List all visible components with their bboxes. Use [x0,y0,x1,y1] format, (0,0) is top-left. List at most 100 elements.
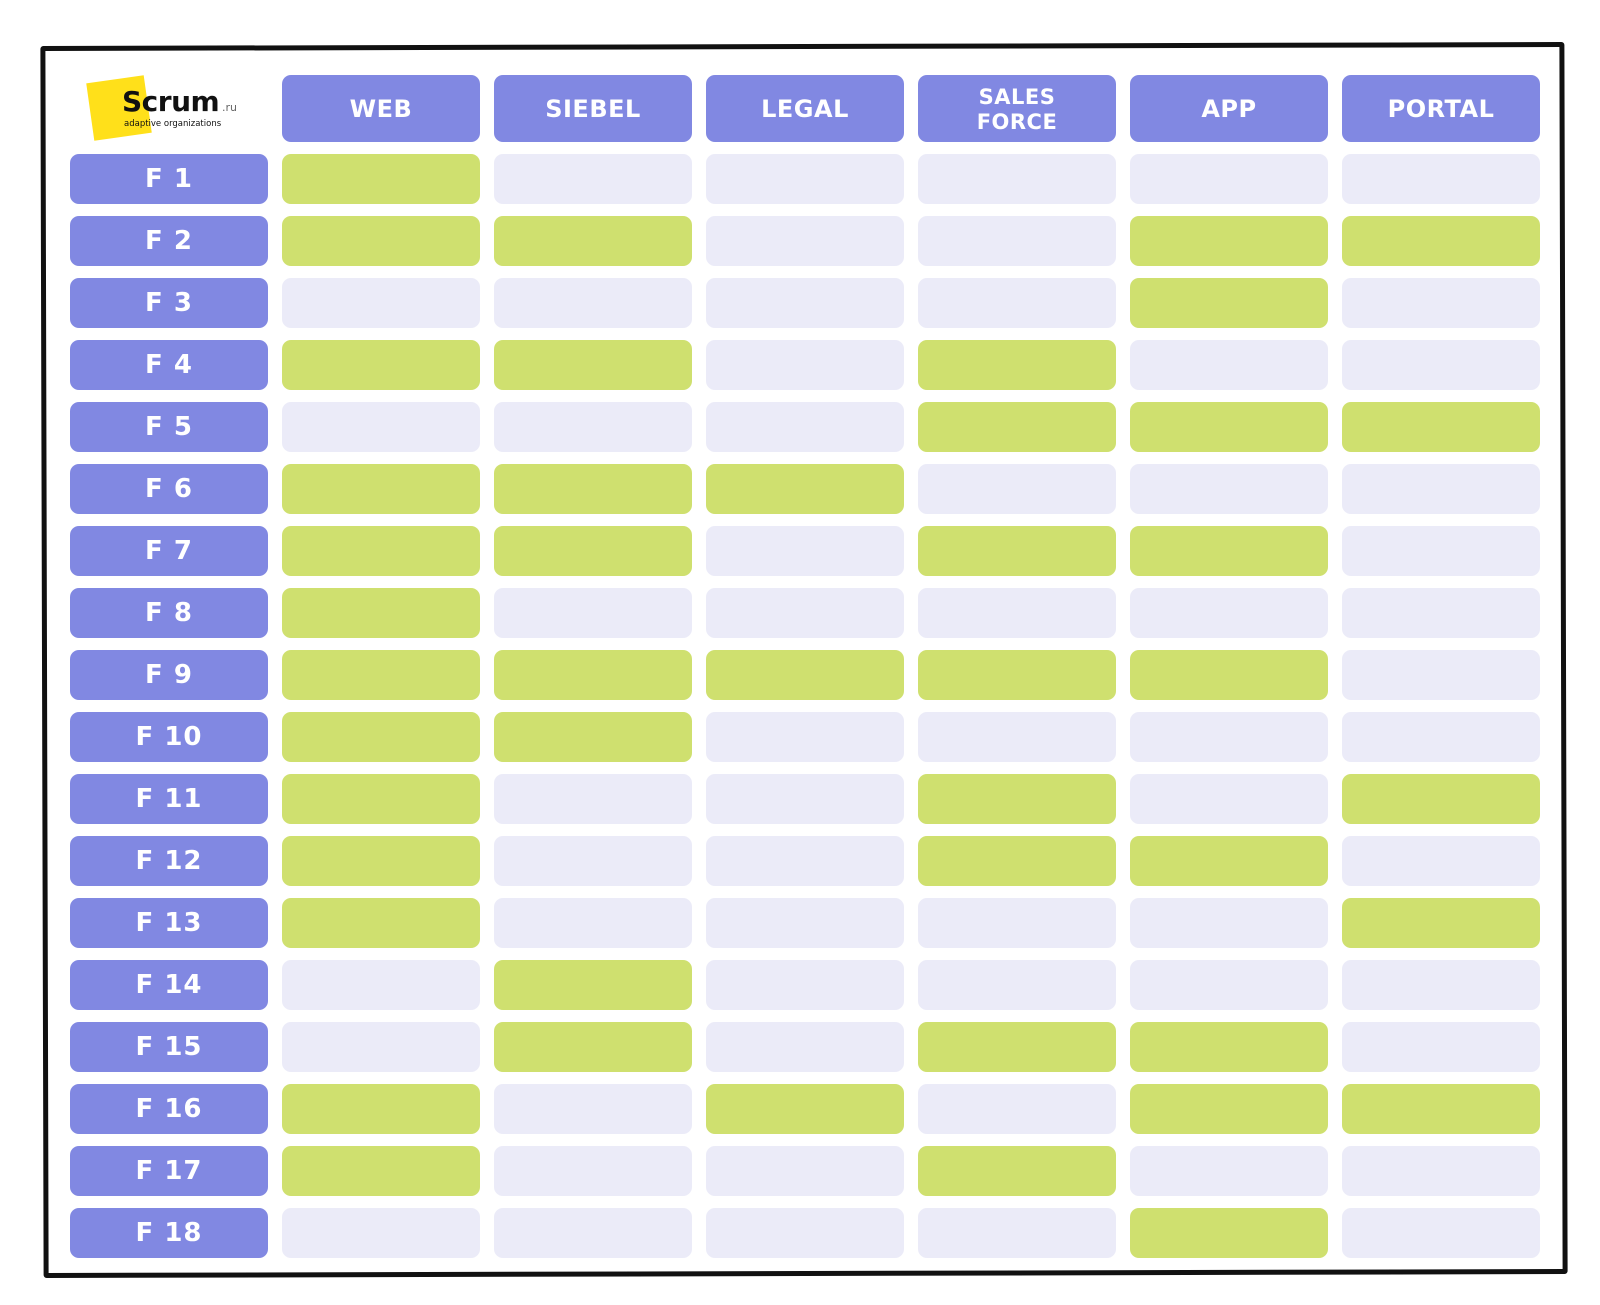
row-label: F 16 [70,1084,268,1134]
column-header: SIEBEL [494,75,692,142]
matrix-cell-empty [494,278,692,328]
matrix-cell-active [1342,774,1540,824]
matrix-cell-empty [282,1208,480,1258]
row-label: F 4 [70,340,268,390]
matrix-cell-empty [918,898,1116,948]
matrix-cell-empty [918,960,1116,1010]
matrix-cell-empty [282,1022,480,1072]
matrix-cell-active [494,960,692,1010]
matrix-cell-empty [1342,712,1540,762]
matrix-cell-active [1130,1208,1328,1258]
matrix-cell-empty [706,216,904,266]
row-label: F 12 [70,836,268,886]
matrix-cell-empty [1130,898,1328,948]
row-label: F 8 [70,588,268,638]
matrix-cell-empty [706,836,904,886]
matrix-cell-active [494,340,692,390]
row-label: F 11 [70,774,268,824]
matrix-cell-empty [1130,774,1328,824]
row-label: F 7 [70,526,268,576]
row-label: F 17 [70,1146,268,1196]
matrix-cell-empty [1130,1146,1328,1196]
matrix-cell-empty [706,154,904,204]
matrix-cell-empty [706,712,904,762]
row-label: F 13 [70,898,268,948]
column-header: WEB [282,75,480,142]
matrix-cell-active [706,1084,904,1134]
row-label: F 1 [70,154,268,204]
matrix-cell-active [706,464,904,514]
row-label: F 2 [70,216,268,266]
matrix-cell-active [1130,1022,1328,1072]
matrix-cell-empty [1130,960,1328,1010]
row-label: F 6 [70,464,268,514]
matrix-cell-empty [1342,836,1540,886]
matrix-cell-empty [1342,340,1540,390]
matrix-cell-empty [494,898,692,948]
matrix-cell-active [282,526,480,576]
matrix-cell-active [1130,526,1328,576]
matrix-cell-empty [1342,960,1540,1010]
matrix-cell-active [918,650,1116,700]
matrix-cell-empty [494,402,692,452]
matrix-cell-empty [706,774,904,824]
matrix-cell-empty [1342,1208,1540,1258]
matrix-cell-empty [706,960,904,1010]
matrix-cell-empty [918,588,1116,638]
matrix-cell-empty [494,1146,692,1196]
matrix-cell-empty [918,464,1116,514]
matrix-cell-active [1130,216,1328,266]
row-label: F 3 [70,278,268,328]
matrix-cell-active [282,650,480,700]
matrix-cell-active [1130,1084,1328,1134]
matrix-cell-empty [1342,464,1540,514]
matrix-cell-empty [1130,588,1328,638]
matrix-cell-empty [918,1208,1116,1258]
matrix-cell-active [282,898,480,948]
matrix-cell-empty [1130,712,1328,762]
matrix-cell-empty [1342,526,1540,576]
matrix-cell-empty [1342,1146,1540,1196]
matrix-cell-empty [706,1022,904,1072]
row-label: F 14 [70,960,268,1010]
matrix-cell-active [494,526,692,576]
column-header: LEGAL [706,75,904,142]
matrix-cell-empty [494,1208,692,1258]
matrix-cell-active [1130,278,1328,328]
row-label: F 5 [70,402,268,452]
matrix-cell-empty [706,898,904,948]
matrix-cell-active [282,712,480,762]
logo-word: Scrum [122,85,220,118]
logo-tld: .ru [222,101,237,114]
matrix-cell-active [1342,402,1540,452]
matrix-cell-empty [494,774,692,824]
matrix-cell-active [282,216,480,266]
matrix-cell-empty [1130,154,1328,204]
matrix-cell-empty [918,216,1116,266]
row-label: F 10 [70,712,268,762]
matrix-cell-active [918,836,1116,886]
matrix-cell-empty [706,1146,904,1196]
matrix-cell-active [1342,898,1540,948]
matrix-cell-active [918,402,1116,452]
column-header: APP [1130,75,1328,142]
matrix-cell-active [494,1022,692,1072]
matrix-cell-empty [282,960,480,1010]
matrix-cell-empty [282,278,480,328]
logo-tagline: adaptive organizations [124,119,222,129]
matrix-cell-active [1130,836,1328,886]
row-label: F 18 [70,1208,268,1258]
matrix-cell-active [1130,650,1328,700]
matrix-cell-empty [494,154,692,204]
matrix-cell-empty [494,1084,692,1134]
matrix-cell-empty [1130,464,1328,514]
matrix-cell-active [918,340,1116,390]
matrix-cell-empty [1342,650,1540,700]
matrix-cell-empty [1342,154,1540,204]
matrix-cell-active [1342,216,1540,266]
matrix-cell-active [282,588,480,638]
matrix-cell-empty [706,588,904,638]
matrix-cell-active [918,1146,1116,1196]
matrix-cell-empty [282,402,480,452]
matrix-cell-active [282,1084,480,1134]
